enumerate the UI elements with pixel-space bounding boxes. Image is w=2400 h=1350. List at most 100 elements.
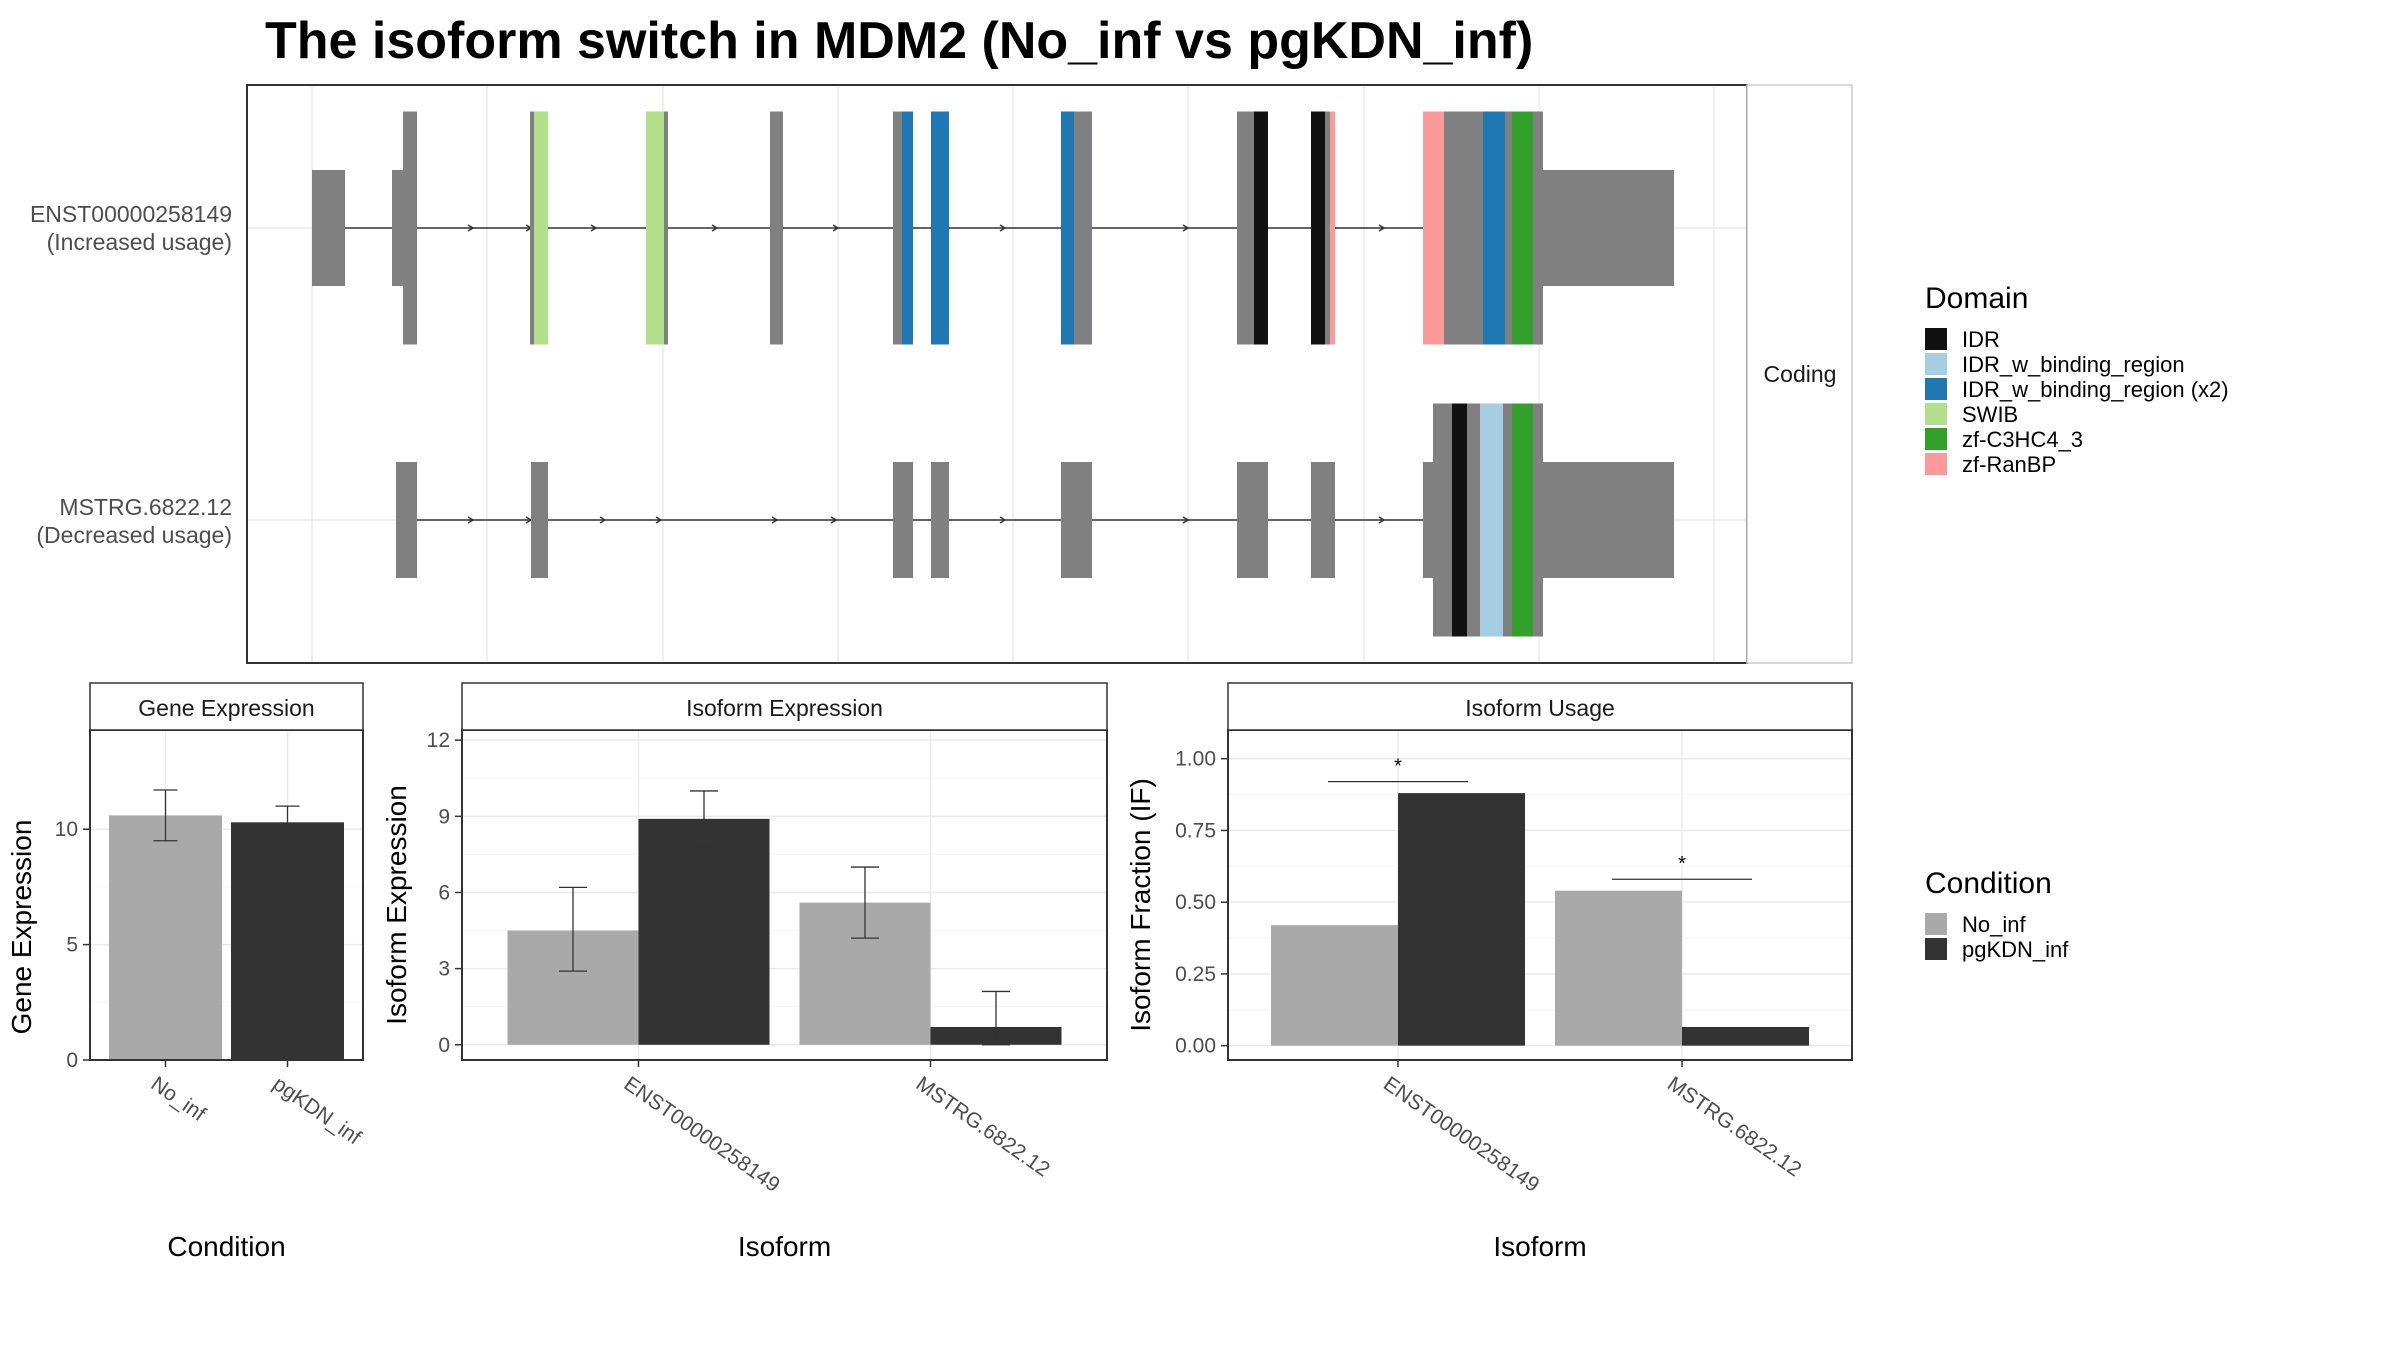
x-axis-title: Isoform: [738, 1231, 831, 1262]
bar-pgkdn-inf: [1398, 793, 1525, 1046]
intron-direction-arrow: [1182, 516, 1190, 524]
domain-legend-items: IDRIDR_w_binding_regionIDR_w_binding_reg…: [1925, 327, 2229, 477]
y-tick-label: 0.75: [1175, 819, 1216, 842]
bar-pgkdn-inf: [1682, 1027, 1809, 1046]
y-axis-title: Gene Expression: [6, 820, 37, 1035]
coding-exon: [1325, 111, 1330, 345]
panel-title: Gene Expression: [138, 695, 314, 721]
y-axis-title: Isoform Fraction (IF): [1125, 778, 1156, 1032]
idr-binding-x2-domain: [902, 111, 913, 345]
utr-exon: [392, 170, 405, 286]
y-tick-label: 1.00: [1175, 748, 1216, 771]
panel-strip: [461, 682, 1108, 731]
domain-legend-key: [1925, 453, 1947, 475]
idr-binding-x2-domain: [1061, 111, 1074, 345]
intron-direction-arrow: [771, 516, 779, 524]
panel-title: Isoform Usage: [1465, 695, 1615, 721]
y-tick-label: 0.00: [1175, 1035, 1216, 1058]
bar-pgkdn-inf: [231, 822, 344, 1060]
coding-exon: [1503, 403, 1512, 637]
bar-no-inf: [109, 815, 222, 1060]
transcript-1-usage: (Increased usage): [47, 229, 232, 255]
panel-strip: [1227, 682, 1853, 731]
y-tick-label: 9: [438, 805, 450, 828]
panel-strip: [89, 682, 364, 731]
domain-legend-key: [1925, 378, 1947, 400]
coding-exon: [1467, 403, 1480, 637]
utr-exon: [931, 462, 949, 578]
idr-binding-x2-domain: [1483, 111, 1505, 345]
coding-exon: [403, 111, 417, 345]
swib-domain: [646, 111, 664, 345]
y-tick-label: 12: [427, 729, 450, 752]
coding-exon: [1444, 111, 1483, 345]
coding-facet-label: Coding: [1764, 361, 1837, 387]
zf-c3hc4-domain: [1512, 403, 1533, 637]
utr-exon: [396, 462, 417, 578]
utr-exon: [1543, 462, 1674, 578]
coding-exon: [1533, 403, 1543, 637]
bar-no-inf: [1271, 925, 1398, 1046]
error-bar: [153, 789, 178, 842]
y-tick-label: 0: [66, 1049, 78, 1072]
coding-exon: [1074, 111, 1092, 345]
utr-exon: [1311, 462, 1335, 578]
y-tick-label: 10: [55, 818, 78, 841]
x-axis-title: Isoform: [1493, 1231, 1586, 1262]
zf-ranbp-domain: [1330, 111, 1335, 345]
domain-legend-label: zf-RanBP: [1962, 452, 2056, 477]
intron-direction-arrow: [830, 516, 838, 524]
swib-domain: [534, 111, 548, 345]
utr-exon: [312, 170, 345, 286]
utr-exon: [531, 462, 548, 578]
coding-exon: [770, 111, 783, 345]
significance-marker: *: [1678, 853, 1686, 875]
x-tick-label: MSTRG.6822.12: [912, 1072, 1054, 1181]
intron-direction-arrow: [590, 224, 598, 232]
transcript-structure-panel: Coding ENST00000258149 (Increased usage)…: [30, 84, 1853, 664]
coding-exon: [1505, 111, 1512, 345]
transcript-2-id: MSTRG.6822.12: [59, 494, 232, 520]
domain-legend: Domain IDRIDR_w_binding_regionIDR_w_bind…: [1925, 282, 2229, 477]
condition-legend-label: No_inf: [1962, 912, 2026, 937]
domain-legend-key: [1925, 353, 1947, 375]
coding-exon: [530, 111, 534, 345]
y-tick-label: 3: [438, 958, 450, 981]
intron-direction-arrow: [467, 516, 475, 524]
figure-title: The isoform switch in MDM2 (No_inf vs pg…: [265, 12, 1533, 70]
condition-legend-title: Condition: [1925, 867, 2052, 900]
coding-exon: [1533, 111, 1543, 345]
error-bar: [559, 886, 587, 972]
intron-direction-arrow: [655, 516, 663, 524]
x-tick-label: No_inf: [147, 1072, 210, 1126]
x-tick-label: ENST00000258149: [620, 1072, 784, 1197]
domain-legend-label: IDR: [1962, 327, 2000, 352]
x-axis-title: Condition: [167, 1231, 285, 1262]
y-tick-label: 6: [438, 881, 450, 904]
error-bar: [690, 790, 718, 848]
domain-legend-label: IDR_w_binding_region (x2): [1962, 377, 2229, 402]
domain-legend-label: SWIB: [1962, 402, 2018, 427]
error-bar: [275, 805, 300, 840]
transcript-1-id: ENST00000258149: [30, 201, 232, 227]
idr-domain: [1311, 111, 1325, 345]
idr-binding-domain: [1480, 403, 1503, 637]
idr-domain: [1254, 111, 1268, 345]
intron-direction-arrow: [1378, 516, 1386, 524]
utr-exon: [1061, 462, 1092, 578]
isoform-expression-panel: Isoform Expression 0 3 6 9 12 ENST00000258149 M…: [381, 682, 1108, 1262]
zf-ranbp-domain: [1423, 111, 1444, 345]
domain-legend-label: zf-C3HC4_3: [1962, 427, 2083, 452]
coding-exon: [664, 111, 668, 345]
x-tick-label: MSTRG.6822.12: [1663, 1072, 1805, 1181]
utr-exon: [1543, 170, 1674, 286]
bar-pgkdn-inf: [638, 818, 770, 1045]
isoform-usage-panel: * * Isoform Usage 0.00 0.25 0.50 0.75 1.00 ENST0…: [1125, 682, 1853, 1262]
error-bar: [982, 990, 1010, 1046]
utr-exon: [893, 462, 913, 578]
y-axis-title: Isoform Expression: [381, 785, 412, 1025]
utr-exon: [1423, 462, 1433, 578]
x-tick-label: pgKDN_inf: [269, 1072, 366, 1149]
